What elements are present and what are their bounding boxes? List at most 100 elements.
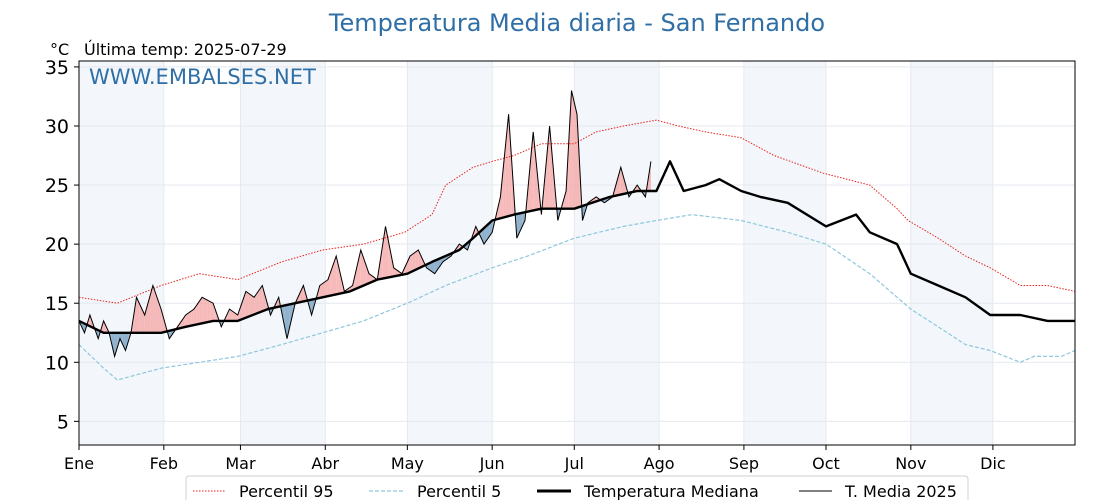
- x-tick-label: Abr: [311, 454, 339, 473]
- fill-below-median: [484, 225, 487, 245]
- watermark: WWW.EMBALSES.NET: [89, 65, 316, 89]
- fill-below-median: [437, 258, 441, 270]
- fill-below-median: [169, 330, 172, 339]
- fill-above-median: [615, 177, 618, 196]
- fill-below-median: [489, 220, 493, 237]
- x-tick-label: Oct: [812, 454, 840, 473]
- fill-above-median: [404, 261, 408, 275]
- fill-above-median: [319, 283, 323, 298]
- fill-below-median: [284, 305, 287, 339]
- month-bands: [79, 61, 993, 445]
- fill-above-median: [262, 285, 266, 312]
- legend-box: [185, 475, 969, 500]
- fill-above-median: [393, 267, 397, 277]
- fill-above-median: [412, 252, 416, 272]
- fill-above-median: [497, 196, 501, 219]
- fill-above-median: [139, 303, 142, 333]
- y-tick-label: 20: [45, 234, 69, 256]
- fill-above-median: [207, 300, 211, 323]
- fill-above-median: [505, 114, 509, 217]
- legend-label-median: Temperatura Mediana: [583, 482, 759, 500]
- series-lines: [78, 90, 1076, 381]
- last-temp-label: Última temp: 2025-07-29: [84, 40, 287, 59]
- legend-label-p5: Percentil 5: [417, 482, 501, 500]
- fill-above-median: [185, 313, 189, 327]
- y-tick-label: 25: [45, 175, 69, 197]
- fill-above-median: [322, 281, 326, 298]
- fill-above-median: [193, 305, 197, 326]
- chart-title: Temperatura Media diaria - San Fernando: [328, 9, 825, 37]
- x-tick-label: Jun: [479, 454, 505, 473]
- fill-below-median: [120, 332, 123, 345]
- month-band: [910, 61, 993, 445]
- fill-above-median: [366, 265, 369, 285]
- x-tick-label: Ago: [644, 454, 675, 473]
- series-line-percentil-5: [78, 213, 1076, 381]
- fill-above-median: [333, 256, 337, 295]
- fill-above-median: [618, 167, 621, 196]
- x-tick-label: Feb: [150, 454, 178, 473]
- fill-above-median: [325, 279, 328, 297]
- fill-above-median: [421, 256, 424, 268]
- fill-above-median: [549, 126, 553, 209]
- fill-above-median: [577, 114, 580, 208]
- fill-above-median: [259, 285, 263, 313]
- fill-above-median: [161, 309, 164, 333]
- fill-above-median: [191, 309, 194, 326]
- fill-above-median: [380, 244, 383, 279]
- month-band: [79, 61, 164, 445]
- y-tick-label: 10: [45, 352, 69, 374]
- month-band: [574, 61, 660, 445]
- fill-above-median: [503, 141, 506, 218]
- anomaly-fills: [79, 90, 651, 357]
- fill-above-median: [180, 319, 183, 329]
- fill-above-median: [300, 285, 304, 302]
- x-tick-label: Dic: [980, 454, 1006, 473]
- unit-label: °C: [50, 40, 69, 59]
- fill-above-median: [136, 297, 140, 333]
- fill-above-median: [533, 131, 536, 211]
- fill-above-median: [204, 298, 208, 323]
- fill-below-median: [111, 332, 115, 357]
- fill-above-median: [508, 114, 512, 217]
- fill-above-median: [620, 167, 624, 195]
- y-axis: 5 10 15 20 25 30 35: [45, 57, 79, 433]
- fill-above-median: [338, 267, 342, 294]
- fill-above-median: [150, 285, 153, 333]
- y-tick-label: 15: [45, 293, 69, 315]
- legend-label-2025: T. Media 2025: [844, 482, 957, 500]
- fill-above-median: [385, 226, 389, 278]
- fill-above-median: [415, 250, 419, 270]
- fill-above-median: [210, 301, 214, 322]
- x-tick-label: May: [391, 454, 424, 473]
- x-axis: Ene Feb Mar Abr May Jun Jul Ago Sep Oct Nov Dic: [64, 445, 1006, 473]
- legend-label-p95: Percentil 95: [239, 482, 334, 500]
- fill-below-median: [522, 212, 525, 227]
- plot-frame: [78, 60, 1076, 446]
- legend: Percentil 95 Percentil 5 Temperatura Med…: [185, 475, 969, 500]
- fill-below-median: [486, 223, 490, 241]
- fill-above-median: [254, 293, 257, 315]
- series-line-percentil-95: [78, 119, 1076, 304]
- fill-above-median: [568, 90, 572, 209]
- fill-below-median: [114, 332, 118, 357]
- fill-above-median: [536, 159, 539, 210]
- x-tick-label: Sep: [729, 454, 759, 473]
- fill-above-median: [410, 254, 413, 273]
- fill-above-median: [245, 291, 249, 318]
- fill-above-median: [226, 309, 230, 321]
- fill-above-median: [199, 297, 203, 324]
- fill-above-median: [382, 226, 386, 279]
- y-tick-label: 5: [57, 411, 69, 433]
- fill-above-median: [133, 297, 137, 333]
- fill-below-median: [287, 304, 290, 339]
- fill-below-median: [314, 295, 318, 306]
- fill-above-median: [213, 303, 216, 321]
- fill-above-median: [141, 309, 145, 333]
- fill-below-median: [289, 303, 293, 327]
- fill-above-median: [103, 320, 107, 333]
- fill-above-median: [360, 250, 364, 287]
- fill-above-median: [256, 289, 260, 314]
- fill-above-median: [251, 295, 255, 316]
- fill-below-median: [516, 213, 520, 239]
